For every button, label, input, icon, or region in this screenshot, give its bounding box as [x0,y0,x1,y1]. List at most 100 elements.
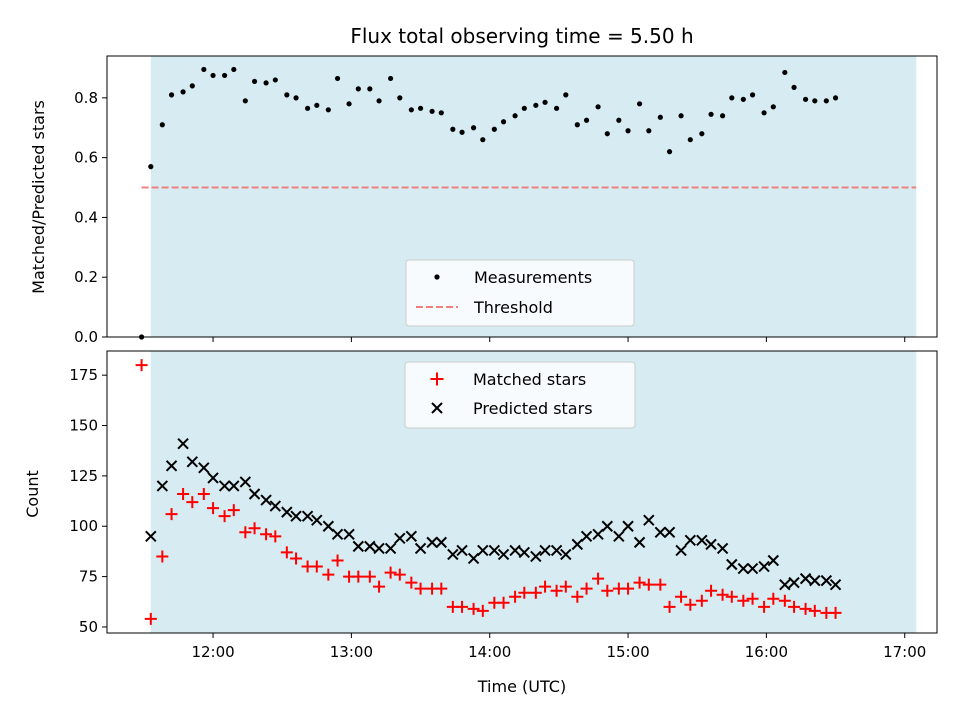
y-tick-label-top: 0.2 [74,268,98,286]
predicted-star-marker [207,472,219,484]
predicted-star-marker [746,562,759,575]
matched-star-marker [758,600,771,613]
matched-star-marker [695,594,708,607]
predicted-star-marker [260,494,272,506]
predicted-star-marker [477,544,489,557]
measurement-point [201,66,207,73]
predicted-star-marker [530,550,542,563]
measurement-point [636,101,643,107]
plot-frame-bottom [106,350,938,634]
predicted-star-marker [290,510,302,522]
plot-frame-top [106,55,938,338]
matched-star-marker [290,552,303,565]
matched-star-marker [197,488,210,501]
predicted-star-marker [394,532,406,545]
matched-star-marker [675,590,688,603]
measurement-point [770,104,776,110]
predicted-star-marker [311,514,323,526]
matched-star-marker [788,600,801,613]
predicted-star-marker [696,534,708,547]
matched-star-marker [642,578,655,591]
measurement-point [251,78,258,85]
predicted-star-marker [829,578,842,591]
predicted-star-marker [809,574,821,587]
legend-predicted-label: Predicted stars [473,399,593,418]
predicted-star-marker [405,530,418,543]
measurement-point [180,89,186,95]
measurement-point [210,72,216,79]
y-axis-label-top: Matched/Predicted stars [29,100,48,294]
matched-star-markers [135,359,842,625]
predicted-star-marker [539,544,551,557]
measurement-point [521,105,527,111]
measurement-point [231,66,237,73]
measurement-point [542,99,548,105]
matched-star-marker [248,522,261,535]
matched-star-marker [767,592,780,605]
matched-star-marker [414,582,427,595]
measurement-point [823,98,829,104]
predicted-star-marker [705,538,717,551]
measurement-point [574,122,580,128]
matched-star-marker [725,590,738,603]
predicted-star-marker [373,542,385,555]
matched-star-marker [539,580,552,593]
matched-star-marker [529,586,542,599]
predicted-star-marker [331,528,344,541]
chart-title: Flux total observing time = 5.50 h [350,24,693,48]
measurement-point [678,113,684,119]
x-tick-label: 16:00 [745,643,788,661]
measurement-point [334,75,341,82]
predicted-star-marker [550,544,563,557]
matched-star-marker [550,584,563,597]
matched-star-marker [829,606,842,619]
y-tick-label-top: 0.8 [74,89,98,107]
predicted-star-marker [269,500,282,512]
predicted-star-marker [622,520,634,532]
legend-measurements-marker [434,274,440,280]
measurement-point [438,110,444,116]
matched-star-marker [144,612,157,625]
predicted-star-marker [456,544,468,557]
predicted-star-marker [218,480,231,492]
measurement-point [708,111,714,117]
measurement-point [604,131,610,137]
predicted-star-marker [675,544,687,557]
measurement-point [740,96,746,102]
predicted-star-marker [322,520,335,532]
legend-bottom: Matched stars Predicted stars [404,361,636,429]
y-tick-label-bottom: 125 [69,467,98,485]
measurement-point [189,83,195,89]
measurement-point [719,113,726,119]
matched-star-marker [571,590,584,603]
measurement-point [417,105,424,111]
matched-star-marker [580,582,593,595]
measurement-point [304,105,311,111]
predicted-star-marker [186,456,199,468]
matched-star-marker [654,578,667,591]
predicted-star-marker [592,528,604,541]
measurement-points [138,66,839,340]
predicted-star-marker [165,460,178,472]
y-tick-label-top: 0.4 [74,208,98,226]
legend-box-top [405,259,635,327]
predicted-star-marker [509,544,521,557]
x-tick-label: 14:00 [468,643,511,661]
matched-star-marker [435,582,448,595]
predicted-star-marker [228,480,240,492]
measurement-point [148,164,154,170]
predicted-star-marker [560,548,572,561]
predicted-star-marker [613,530,625,543]
legend-threshold-label: Threshold [473,298,553,317]
predicted-star-marker [488,544,501,557]
measurement-point [314,102,320,108]
x-tick-label: 13:00 [330,643,373,661]
measurement-point [159,122,165,128]
predicted-star-marker [467,552,480,565]
predicted-star-marker [788,576,800,589]
matched-star-marker [393,568,406,581]
measurement-point [657,114,663,120]
predicted-star-marker [779,578,791,591]
measurement-point [263,80,269,86]
matched-star-marker [239,526,252,539]
